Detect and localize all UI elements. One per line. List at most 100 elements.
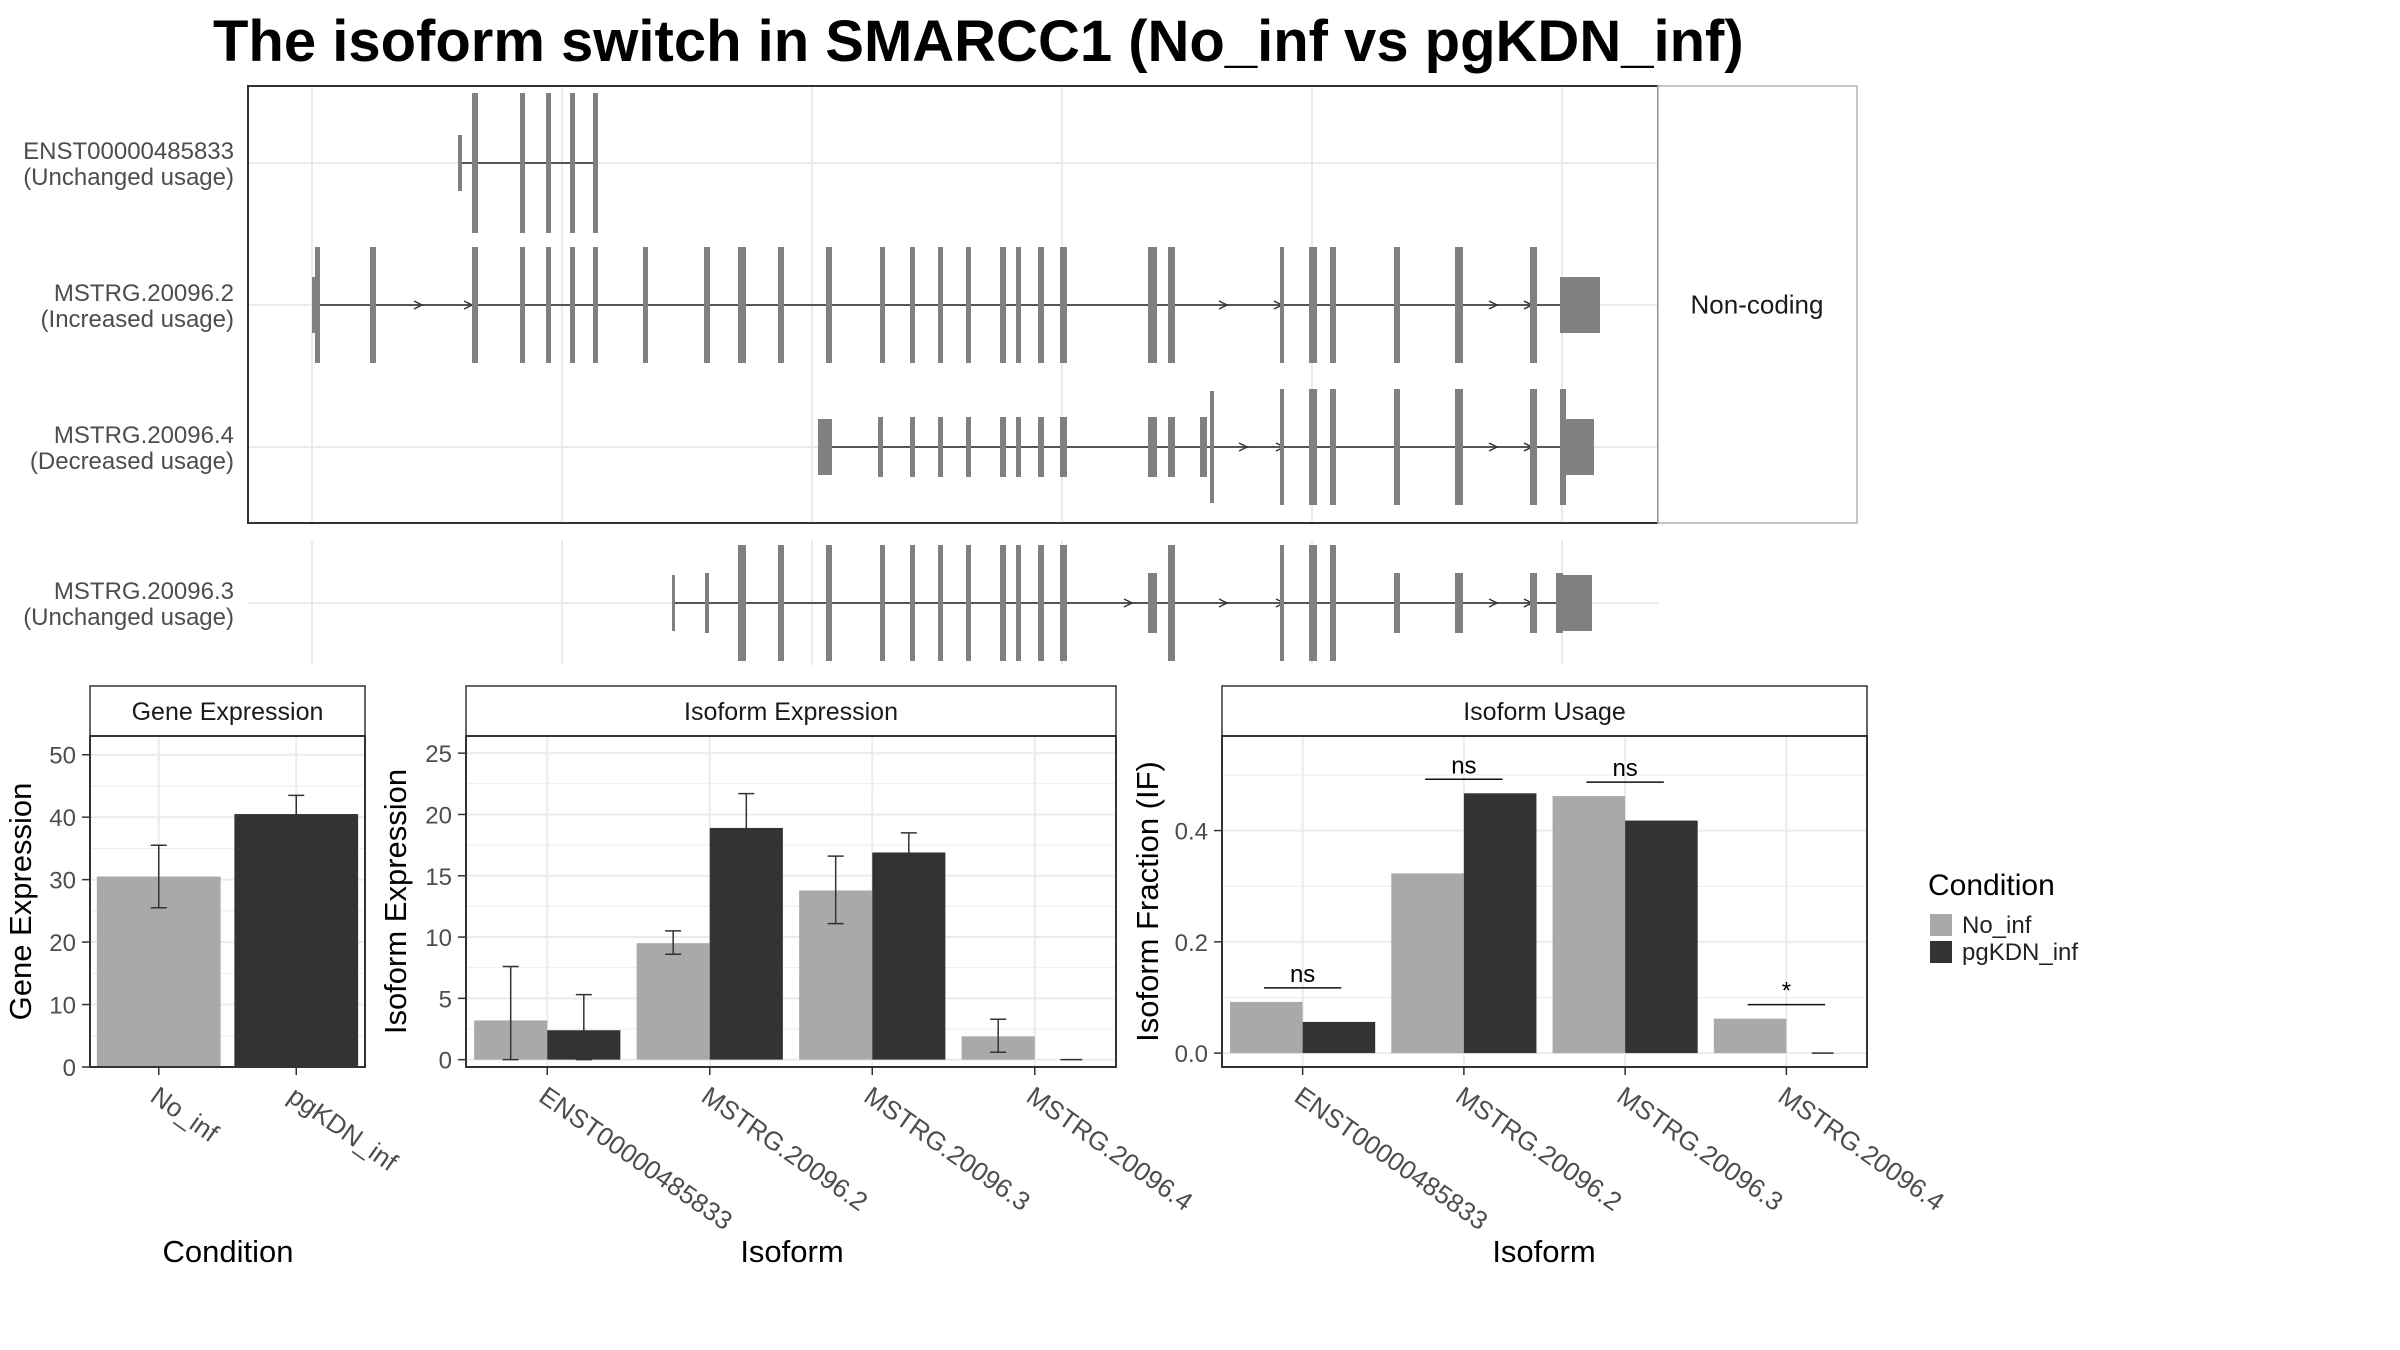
y-tick-label: 30 bbox=[49, 868, 76, 895]
x-tick-label: pgKDN_inf bbox=[283, 1080, 404, 1177]
exon bbox=[1148, 573, 1157, 633]
exon bbox=[880, 247, 885, 363]
exon bbox=[593, 247, 598, 363]
transcript-track-4 bbox=[672, 545, 1592, 661]
exon bbox=[520, 247, 525, 363]
exon bbox=[826, 247, 832, 363]
exon bbox=[880, 545, 885, 661]
facet-strip-title: Isoform Usage bbox=[1463, 698, 1626, 726]
exon bbox=[1530, 573, 1537, 633]
exon bbox=[938, 417, 943, 477]
exon bbox=[1330, 389, 1336, 505]
y-tick-label: 40 bbox=[49, 805, 76, 832]
y-axis-label: Isoform Expression bbox=[378, 769, 413, 1034]
x-tick-label: MSTRG.20096.3 bbox=[1612, 1080, 1789, 1216]
exon bbox=[1394, 389, 1400, 505]
transcript-usage-label: (Unchanged usage) bbox=[23, 604, 234, 631]
gene-expression-panel: Gene Expression No_inf pgKDN_inf 0 10 20 30 40 5… bbox=[3, 685, 404, 1269]
transcript-structure-plot: NMD SensitiveNon-codingENST00000485833(U… bbox=[23, 85, 1858, 665]
transcript-track-2 bbox=[312, 247, 1600, 363]
exon bbox=[593, 93, 598, 233]
strand-arrow-icon bbox=[1123, 598, 1134, 608]
exon bbox=[705, 573, 709, 633]
y-tick-label: 20 bbox=[49, 930, 76, 957]
exon bbox=[1016, 417, 1021, 477]
exon bbox=[472, 93, 478, 233]
chart-title: The isoform switch in SMARCC1 (No_inf vs… bbox=[213, 9, 1744, 74]
x-axis-label: Isoform bbox=[740, 1234, 843, 1269]
exon bbox=[1210, 391, 1214, 503]
exon bbox=[1060, 417, 1067, 477]
x-tick-label: MSTRG.20096.4 bbox=[1773, 1080, 1950, 1216]
exon bbox=[643, 247, 648, 363]
bar bbox=[1302, 1021, 1376, 1054]
exon bbox=[458, 135, 462, 191]
exon bbox=[520, 93, 525, 233]
transcript-usage-label: (Decreased usage) bbox=[30, 448, 234, 475]
exon bbox=[1000, 545, 1006, 661]
y-axis-label: Gene Expression bbox=[3, 783, 38, 1021]
exon bbox=[1060, 247, 1067, 363]
strand-arrow-icon bbox=[1488, 442, 1499, 452]
x-axis-label: Isoform bbox=[1492, 1234, 1595, 1269]
exon bbox=[704, 247, 710, 363]
exon bbox=[938, 545, 943, 661]
y-tick-label: 25 bbox=[425, 741, 452, 768]
strand-arrow-icon bbox=[1218, 598, 1229, 608]
y-tick-label: 10 bbox=[425, 925, 452, 952]
exon bbox=[966, 247, 971, 363]
x-tick-label: MSTRG.20096.2 bbox=[1450, 1080, 1627, 1216]
bar bbox=[1230, 1001, 1303, 1054]
exon bbox=[472, 247, 478, 363]
exon bbox=[738, 247, 746, 363]
bar bbox=[872, 852, 946, 1060]
exon bbox=[938, 247, 943, 363]
exon bbox=[672, 575, 675, 631]
exon bbox=[1309, 389, 1317, 505]
exon bbox=[1168, 247, 1175, 363]
y-tick-label: 5 bbox=[439, 986, 452, 1013]
exon bbox=[826, 545, 832, 661]
transcript-name-label: MSTRG.20096.4 bbox=[54, 422, 234, 449]
y-tick-label: 15 bbox=[425, 864, 452, 891]
strand-arrow-icon bbox=[1218, 300, 1229, 310]
x-tick-label: MSTRG.20096.2 bbox=[696, 1080, 873, 1216]
facet-strip bbox=[1657, 85, 1858, 524]
exon bbox=[1556, 573, 1563, 633]
bar bbox=[1391, 873, 1464, 1054]
strand-arrow-icon bbox=[1488, 300, 1499, 310]
exon bbox=[778, 545, 784, 661]
y-tick-label: 0.2 bbox=[1175, 930, 1208, 957]
exon bbox=[315, 247, 320, 363]
transcript-name-label: ENST00000485833 bbox=[23, 138, 234, 165]
exon bbox=[1038, 545, 1044, 661]
exon bbox=[1530, 389, 1537, 505]
y-tick-label: 10 bbox=[49, 993, 76, 1020]
exon bbox=[370, 247, 376, 363]
facet-strip-title: Isoform Expression bbox=[684, 698, 898, 726]
exon bbox=[570, 247, 575, 363]
exon bbox=[966, 417, 971, 477]
bar bbox=[1552, 796, 1626, 1054]
exon bbox=[1280, 247, 1284, 363]
exon bbox=[312, 277, 317, 333]
y-tick-label: 20 bbox=[425, 802, 452, 829]
strand-arrow-icon bbox=[413, 300, 424, 310]
exon bbox=[546, 93, 551, 233]
exon bbox=[1168, 417, 1175, 477]
exon bbox=[910, 417, 915, 477]
exon bbox=[1568, 277, 1600, 333]
exon bbox=[910, 545, 915, 661]
exon bbox=[1000, 417, 1006, 477]
exon bbox=[910, 247, 915, 363]
exon bbox=[1394, 573, 1400, 633]
y-axis-label: Isoform Fraction (IF) bbox=[1130, 761, 1165, 1042]
panel-border bbox=[1221, 735, 1868, 1068]
isoform-usage-panel: Isoform UsageENST00000485833MSTRG.20096.… bbox=[1130, 685, 1950, 1269]
transcript-usage-label: (Unchanged usage) bbox=[23, 164, 234, 191]
exon bbox=[546, 247, 551, 363]
exon bbox=[738, 545, 746, 661]
transcript-name-label: MSTRG.20096.2 bbox=[54, 280, 234, 307]
exon bbox=[1394, 247, 1400, 363]
